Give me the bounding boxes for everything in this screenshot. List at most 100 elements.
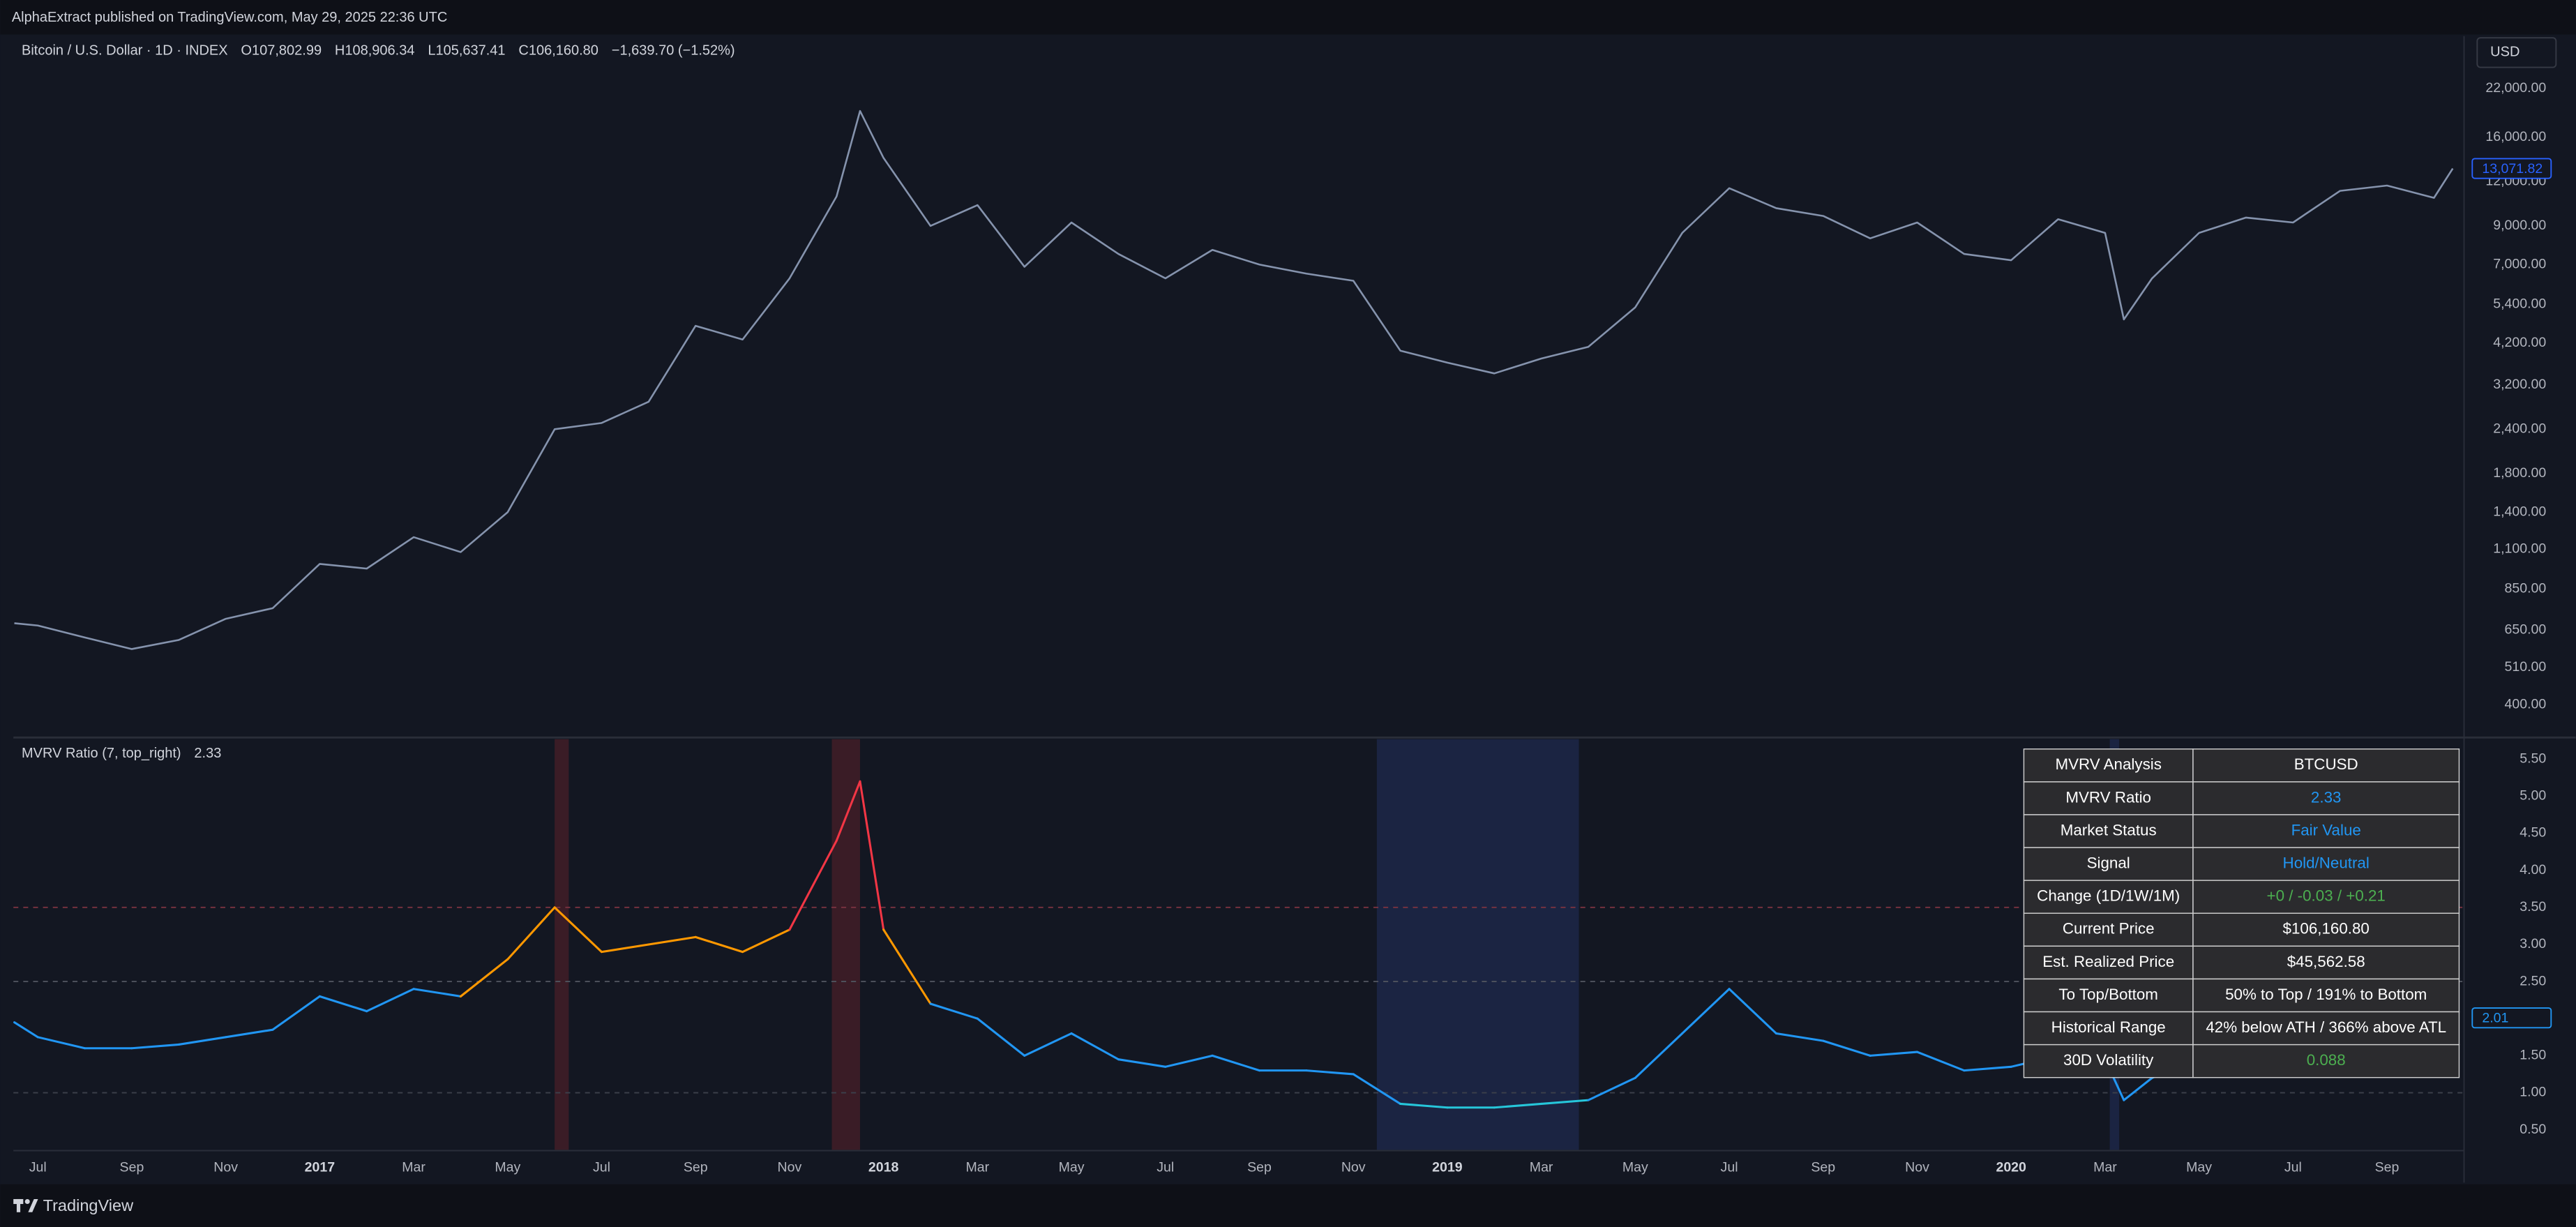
y-tick-label: 5.00 (2519, 788, 2546, 804)
table-value: 0.088 (2307, 1051, 2346, 1069)
y-tick-label: 400.00 (2504, 697, 2546, 712)
y-tick-label: 9,000.00 (2493, 218, 2546, 233)
x-tick-label: 2018 (868, 1159, 899, 1175)
mvrv-segment (976, 1017, 1026, 1057)
footer-brand: TradingView (43, 1196, 134, 1214)
mvrv-segment (1352, 1073, 1402, 1105)
table-value: $45,562.58 (2287, 953, 2365, 970)
last-value-box (2471, 158, 2552, 179)
legend-value: C106,160.80 (518, 43, 598, 58)
table-cell (2192, 880, 2460, 914)
publisher-text: AlphaExtract published on TradingView.co… (12, 10, 447, 25)
x-tick-label: May (1059, 1159, 1085, 1175)
table-label: Signal (2087, 855, 2130, 872)
table-label: Current Price (2063, 920, 2155, 938)
mvrv-segment (1587, 1076, 1636, 1101)
table-cell (2192, 814, 2460, 848)
y-tick-label: 650.00 (2504, 622, 2546, 638)
mvrv-segment (1540, 1099, 1590, 1105)
mvrv-segment (13, 1021, 39, 1039)
mvrv-segment (741, 928, 791, 954)
mvrv-segment (1915, 1051, 1966, 1072)
last-value-box (2471, 1007, 2552, 1029)
table-cell (2192, 781, 2460, 815)
table-cell (2023, 814, 2194, 848)
table-header-text: MVRV Analysis (2055, 755, 2161, 773)
mvrv-segment (412, 988, 462, 998)
mvrv-segment (177, 1036, 227, 1046)
mvrv-segment (882, 928, 932, 1005)
last-value-label: 13,071.82 (2482, 161, 2543, 176)
mvrv-segment (1399, 1102, 1449, 1109)
table-value: $106,160.80 (2283, 920, 2370, 938)
mvrv-segment (1305, 1069, 1355, 1076)
x-tick-label: Nov (1905, 1159, 1929, 1175)
x-tick-label: Sep (120, 1159, 144, 1175)
y-tick-label: 0.50 (2519, 1122, 2546, 1137)
table-label: Historical Range (2051, 1018, 2166, 1036)
x-tick-label: Nov (778, 1159, 802, 1175)
y-tick-label: 5.50 (2519, 751, 2546, 766)
x-tick-label: Mar (1530, 1159, 1553, 1175)
y-tick-label: 4,200.00 (2493, 335, 2546, 350)
table-value: Fair Value (2291, 821, 2361, 838)
x-tick-label: 2019 (1432, 1159, 1463, 1175)
mvrv-segment (1681, 988, 1731, 1035)
mvrv-segment (1164, 1054, 1214, 1068)
mvrv-segment (1634, 1032, 1684, 1079)
y-tick-label: 22,000.00 (2485, 80, 2546, 96)
mvrv-segment (506, 906, 556, 961)
x-tick-label: Sep (2375, 1159, 2400, 1175)
mvrv-segment (271, 995, 321, 1031)
mvrv-segment (36, 1036, 86, 1050)
footer-bar (0, 1184, 2576, 1227)
legend-current: 2.33 (194, 746, 221, 761)
x-tick-label: Mar (402, 1159, 425, 1175)
x-tick-label: Jul (29, 1159, 47, 1175)
table-cell (2192, 847, 2460, 881)
y-tick-label: 3,200.00 (2493, 377, 2546, 392)
y-tick-label: 4.00 (2519, 862, 2546, 878)
mvrv-segment (1869, 1051, 1919, 1057)
table-label: To Top/Bottom (2058, 986, 2158, 1003)
x-tick-label: 2017 (305, 1159, 335, 1175)
signal-band (555, 739, 569, 1150)
mvrv-segment (1822, 1039, 1871, 1057)
mvrv-segment (1211, 1054, 1261, 1072)
table-cell (2023, 847, 2194, 881)
mvrv-segment (553, 906, 603, 954)
y-tick-label: 2.50 (2519, 973, 2546, 988)
x-tick-label: Mar (2093, 1159, 2117, 1175)
table-label: Change (1D/1W/1M) (2037, 887, 2180, 905)
y-tick-label: 1.00 (2519, 1085, 2546, 1100)
x-tick-label: May (2186, 1159, 2212, 1175)
x-tick-label: Sep (1247, 1159, 1272, 1175)
y-tick-label: 4.50 (2519, 825, 2546, 841)
x-tick-label: Sep (684, 1159, 708, 1175)
x-tick-label: May (495, 1159, 520, 1175)
legend-value: O107,802.99 (241, 43, 322, 58)
y-tick-label: 1,800.00 (2493, 465, 2546, 481)
table-value: +0 / -0.03 / +0.21 (2267, 887, 2386, 905)
mvrv-segment (600, 943, 650, 954)
signal-band (831, 739, 860, 1150)
y-tick-label: 850.00 (2504, 580, 2546, 596)
mvrv-segment (1775, 1032, 1825, 1042)
currency-label[interactable]: USD (2490, 45, 2519, 60)
legend-value: H108,906.34 (335, 43, 415, 58)
tradingview-logo (13, 1198, 38, 1212)
table-label: Market Status (2061, 821, 2157, 838)
y-tick-label: 2,400.00 (2493, 421, 2546, 436)
mvrv-segment (788, 839, 838, 931)
table-cell (2023, 1044, 2194, 1078)
currency-button[interactable] (2476, 37, 2557, 68)
price-line (14, 110, 2454, 650)
mvrv-segment (1493, 1102, 1543, 1109)
table-cell (2023, 781, 2194, 815)
y-tick-label: 7,000.00 (2493, 256, 2546, 271)
mvrv-segment (859, 780, 885, 931)
x-tick-label: Jul (2284, 1159, 2302, 1175)
x-tick-label: Mar (966, 1159, 990, 1175)
